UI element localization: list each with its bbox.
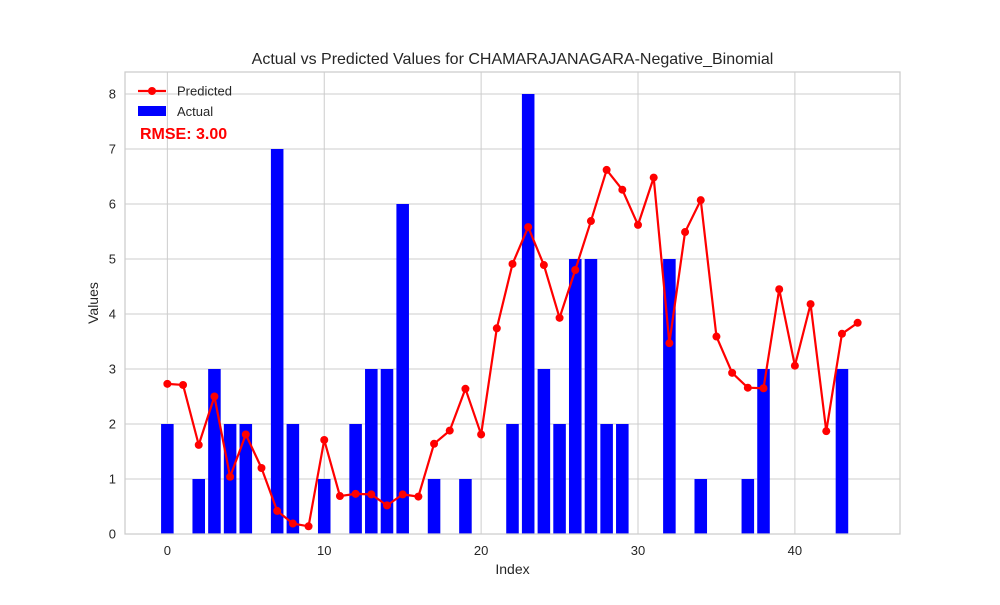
y-tick-label: 6 — [109, 197, 116, 212]
predicted-point — [477, 430, 486, 439]
actual-bar — [161, 424, 174, 534]
legend: Predicted Actual — [138, 84, 232, 119]
tick-labels: 0 10 20 30 40 0 1 2 3 4 5 6 7 8 — [109, 87, 802, 559]
predicted-point — [288, 519, 297, 528]
predicted-point — [743, 383, 752, 392]
predicted-point — [257, 464, 266, 472]
predicted-point — [367, 490, 376, 499]
x-tick-label: 10 — [317, 543, 331, 558]
plot-frame — [124, 71, 901, 535]
predicted-point — [634, 220, 643, 229]
actual-bar — [694, 479, 708, 534]
predicted-point — [728, 368, 737, 377]
predicted-point — [414, 492, 423, 501]
predicted-point — [304, 522, 313, 531]
actual-bar — [741, 479, 755, 534]
predicted-point — [806, 300, 815, 309]
x-tick-label: 30 — [631, 543, 645, 558]
y-tick-label: 3 — [109, 362, 116, 377]
predicted-point — [508, 259, 517, 268]
y-axis-label: Values — [85, 282, 101, 324]
y-tick-label: 8 — [109, 87, 116, 102]
actual-bar — [537, 369, 551, 534]
legend-predicted-label: Predicted — [177, 84, 232, 99]
predicted-point — [696, 196, 705, 205]
predicted-point — [602, 165, 611, 174]
actual-bar — [616, 424, 629, 534]
predicted-point — [492, 324, 501, 333]
predicted-point — [524, 223, 533, 232]
predicted-point — [194, 440, 203, 449]
predicted-point — [320, 435, 329, 444]
predicted-point — [179, 380, 188, 389]
actual-bar — [349, 424, 362, 534]
actual-bar — [270, 149, 284, 534]
actual-bar — [521, 94, 535, 534]
predicted-point — [210, 392, 219, 401]
chart-title: Actual vs Predicted Values for CHAMARAJA… — [252, 51, 774, 68]
actual-bar — [553, 424, 566, 534]
y-tick-label: 1 — [109, 472, 116, 487]
actual-bar — [600, 424, 613, 534]
predicted-point — [837, 329, 846, 338]
y-tick-label: 4 — [109, 307, 116, 322]
actual-bar — [317, 479, 331, 534]
x-tick-label: 0 — [164, 543, 171, 558]
predicted-point — [822, 427, 831, 436]
actual-bar — [286, 424, 300, 534]
predicted-point — [351, 489, 360, 498]
predicted-point — [649, 173, 658, 182]
predicted-point — [226, 472, 235, 481]
y-tick-label: 5 — [109, 252, 116, 267]
predicted-point — [759, 384, 768, 393]
predicted-point — [273, 506, 282, 515]
actual-bar — [380, 369, 394, 534]
predicted-point — [853, 318, 862, 327]
predicted-point — [398, 490, 407, 499]
actual-bar — [757, 369, 770, 534]
y-tick-label: 7 — [109, 142, 116, 157]
actual-bar — [835, 369, 849, 534]
grid-lines — [125, 72, 900, 535]
legend-actual-label: Actual — [177, 104, 213, 119]
predicted-point — [335, 492, 344, 501]
actual-bar — [239, 424, 253, 534]
actual-bar — [506, 424, 519, 534]
predicted-point — [790, 361, 799, 370]
predicted-point — [430, 439, 439, 448]
predicted-series — [163, 165, 862, 531]
x-tick-label: 40 — [788, 543, 802, 558]
actual-bar — [427, 479, 441, 534]
predicted-point — [163, 379, 172, 388]
predicted-point — [618, 185, 627, 194]
legend-actual-swatch — [138, 106, 166, 116]
actual-bar — [568, 259, 582, 534]
predicted-point — [665, 339, 674, 348]
predicted-point — [445, 426, 454, 435]
predicted-point — [681, 228, 690, 237]
x-axis-label: Index — [495, 561, 529, 577]
predicted-point — [775, 285, 784, 294]
predicted-point — [382, 501, 391, 510]
actual-bar — [459, 479, 472, 534]
predicted-point — [555, 313, 564, 322]
y-tick-label: 2 — [109, 417, 116, 432]
actual-bar — [365, 369, 378, 534]
predicted-point — [571, 266, 580, 274]
y-tick-label: 0 — [109, 527, 116, 542]
actual-bar — [396, 204, 409, 534]
predicted-point — [539, 261, 548, 270]
x-tick-label: 20 — [474, 543, 488, 558]
actual-bar — [192, 479, 206, 534]
predicted-point — [241, 430, 250, 439]
actual-bars — [161, 94, 849, 534]
predicted-point — [461, 384, 470, 393]
predicted-point — [712, 332, 721, 341]
legend-predicted-marker — [148, 87, 156, 95]
predicted-point — [586, 217, 595, 226]
actual-bar — [584, 259, 598, 534]
rmse-annotation: RMSE: 3.00 — [140, 126, 227, 143]
